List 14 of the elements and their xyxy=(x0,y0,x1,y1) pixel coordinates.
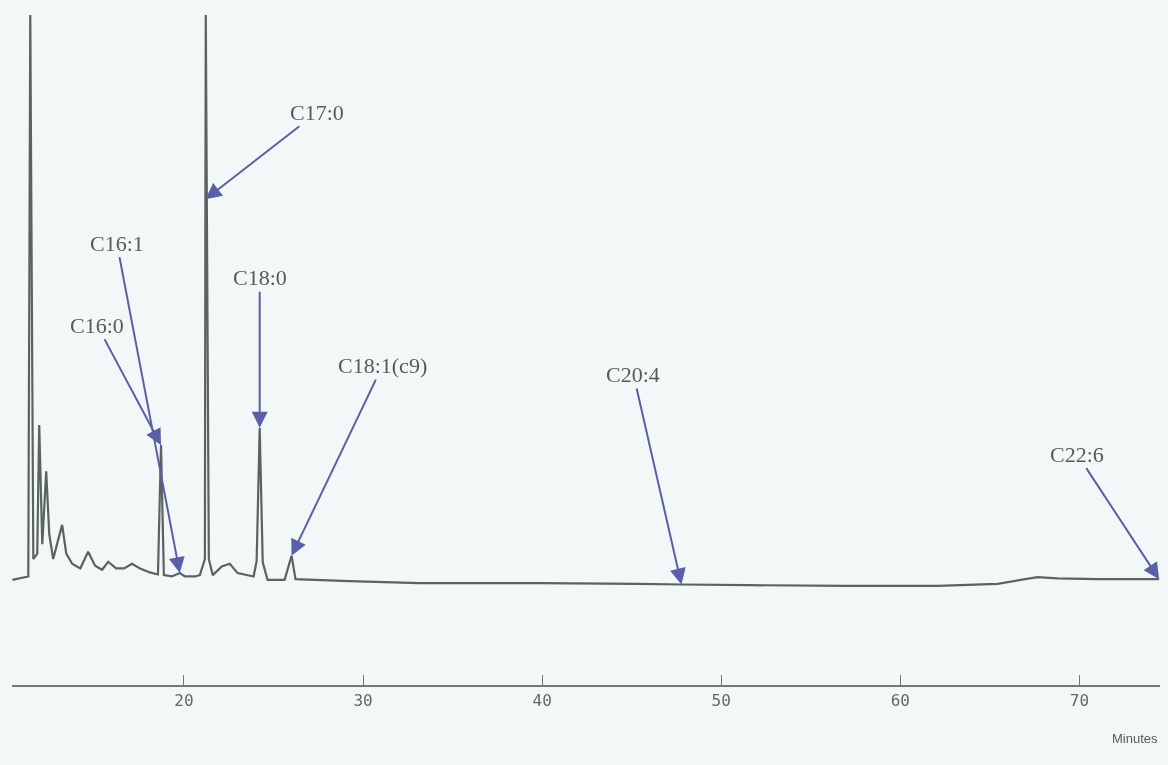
annotation: C22:6 xyxy=(1050,442,1104,467)
annotation: C16:0 xyxy=(70,313,124,338)
x-tick-label: 70 xyxy=(1069,691,1090,711)
annotation: C16:1 xyxy=(90,231,144,256)
annotation: C18:1(c9) xyxy=(338,353,428,378)
x-tick-label: 30 xyxy=(353,691,373,711)
annotation: C20:4 xyxy=(606,362,660,387)
annotation: C18:0 xyxy=(233,265,287,290)
x-tick-label: 50 xyxy=(711,691,731,711)
x-axis-title: Minutes xyxy=(1112,731,1159,746)
x-tick-label: 60 xyxy=(890,691,910,711)
x-tick-label: 40 xyxy=(532,691,552,711)
x-tick-label: 20 xyxy=(174,691,194,711)
annotation: C17:0 xyxy=(290,100,344,125)
